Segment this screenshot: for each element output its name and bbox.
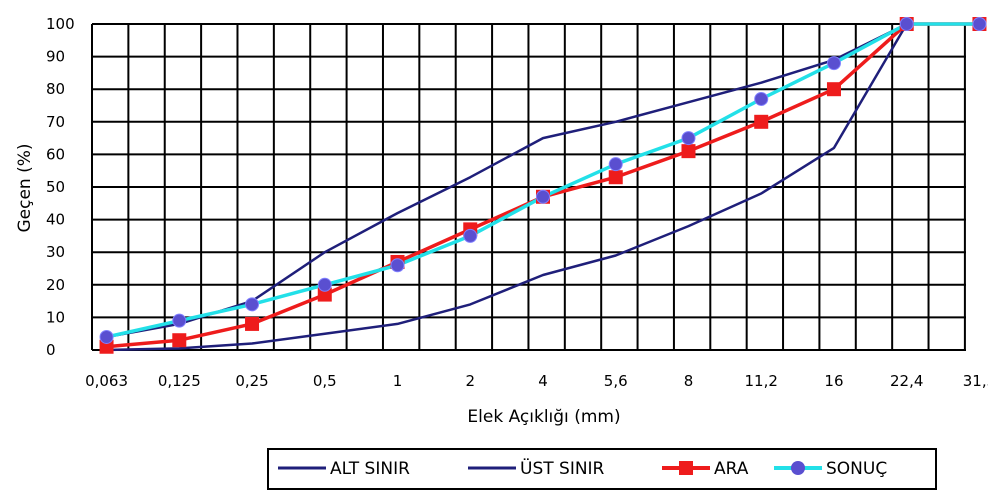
x-tick-label: 0,25: [235, 372, 268, 390]
sonuc-point: [972, 17, 987, 31]
sonuc-point: [317, 277, 332, 292]
ara-point: [681, 144, 696, 159]
ara-point: [172, 333, 187, 348]
y-tick-label: 30: [46, 243, 65, 261]
sonuc-point: [536, 189, 550, 204]
legend-label: ALT SINIR: [330, 459, 410, 479]
x-tick-label: 22,4: [890, 372, 923, 390]
y-tick-label: 40: [46, 211, 65, 229]
x-tick-label: 31,5: [963, 372, 988, 390]
x-tick-label: 5,6: [604, 372, 628, 390]
sonuc-point: [463, 228, 478, 243]
x-tick-label: 11,2: [745, 372, 778, 390]
sonuc-point: [245, 297, 260, 312]
y-tick-label: 60: [46, 145, 65, 163]
x-tick-label: 16: [824, 372, 843, 390]
ara-point: [608, 170, 623, 185]
legend-label: ARA: [714, 459, 749, 479]
x-tick-label: 2: [465, 372, 475, 390]
x-axis-title: Elek Açıklığı (mm): [467, 407, 620, 427]
y-tick-label: 20: [46, 276, 65, 294]
y-tick-label: 10: [46, 308, 65, 326]
sonuc-point: [681, 131, 696, 146]
legend-label: ÜST SINIR: [520, 457, 605, 479]
series-markers: [99, 17, 987, 354]
x-tick-label: 4: [538, 372, 548, 390]
sonuc-point: [899, 17, 914, 31]
y-axis-title: Geçen (%): [15, 143, 35, 232]
sonuc-point: [826, 56, 841, 71]
y-tick-label: 100: [46, 15, 75, 33]
y-tick-label: 70: [46, 113, 65, 131]
legend-box: [267, 448, 937, 490]
x-tick-label: 8: [684, 372, 694, 390]
y-tick-label: 90: [46, 48, 65, 66]
y-tick-label: 50: [46, 178, 65, 196]
sonuc-point: [99, 329, 114, 344]
sonuc-point: [172, 313, 187, 328]
x-tick-label: 1: [393, 372, 403, 390]
y-tick-label: 0: [46, 341, 56, 359]
grid: [91, 23, 966, 351]
x-tick-label: 0,125: [158, 372, 201, 390]
y-tick-label: 80: [46, 80, 65, 98]
x-tick-label: 0,063: [85, 372, 128, 390]
legend-label: SONUÇ: [826, 459, 887, 479]
series-line-0: [106, 23, 908, 352]
ara-point: [826, 82, 841, 97]
sonuc-point: [754, 91, 769, 106]
legend-marker-sonuc: [791, 461, 805, 475]
ara-point: [754, 114, 769, 129]
ara-point: [317, 287, 332, 302]
sonuc-point: [390, 258, 405, 273]
legend: ALT SINIR ÜST SINIR ARA SONUÇ: [267, 448, 937, 490]
ara-point: [99, 339, 114, 354]
x-tick-label: 0,5: [313, 372, 337, 390]
sonuc-point: [608, 157, 623, 172]
series-line-1: [106, 22, 908, 339]
legend-marker-ara: [679, 461, 693, 475]
ara-point: [245, 316, 260, 331]
tick-labels: 0 10 20 30 40 50 60 70 80 90 100 0,063 0,125 0,25 0,5 1…: [46, 15, 988, 390]
